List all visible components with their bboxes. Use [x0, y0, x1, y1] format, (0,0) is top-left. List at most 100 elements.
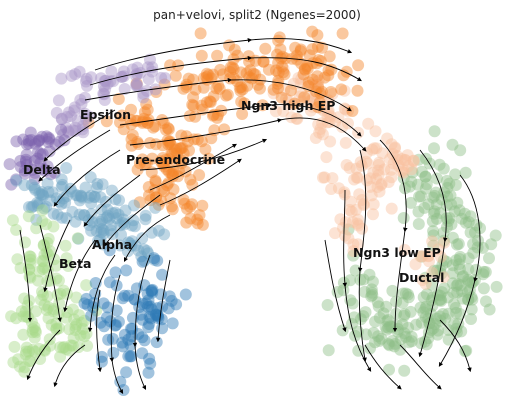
streamline	[139, 138, 268, 171]
cell-point	[450, 306, 463, 319]
cell-point	[97, 227, 110, 240]
cell-point	[140, 98, 153, 110]
streamline	[94, 37, 353, 71]
cell-point	[391, 153, 404, 166]
cell-point	[37, 162, 50, 175]
cell-point	[63, 344, 75, 357]
cell-point	[125, 103, 137, 116]
cell-point	[224, 66, 236, 78]
cell-point	[104, 315, 117, 328]
cell-point	[15, 305, 28, 318]
cell-point	[351, 213, 364, 226]
cell-point	[60, 121, 72, 134]
cell-point	[62, 260, 75, 272]
cell-point	[165, 146, 178, 159]
cell-point	[332, 111, 345, 124]
cell-point	[140, 297, 153, 310]
cell-point	[48, 253, 61, 266]
cell-point	[40, 130, 53, 143]
cell-point	[151, 309, 164, 322]
cell-point	[5, 178, 18, 191]
cell-point	[126, 129, 139, 142]
cell-point	[177, 147, 190, 160]
cell-point	[90, 304, 103, 317]
cell-point	[146, 65, 158, 78]
cell-point	[136, 116, 149, 129]
cell-point	[100, 115, 113, 128]
cell-point	[67, 332, 80, 344]
cell-point	[344, 195, 357, 208]
cell-point	[174, 142, 187, 155]
cell-point	[334, 213, 347, 226]
cell-point	[104, 224, 117, 237]
cell-point	[166, 168, 179, 180]
cell-point	[100, 211, 113, 224]
cell-point	[195, 135, 208, 148]
cell-point	[10, 223, 23, 236]
cell-point	[34, 293, 47, 306]
cell-points	[3, 25, 503, 396]
cell-point	[19, 305, 32, 318]
cell-point	[24, 250, 37, 263]
cell-point	[418, 201, 431, 214]
cell-point	[170, 298, 183, 311]
cell-point	[446, 259, 459, 272]
cell-point	[442, 215, 455, 228]
cell-point	[342, 223, 355, 236]
cell-point	[106, 184, 118, 197]
cell-point	[163, 165, 175, 178]
cell-point	[321, 299, 334, 311]
cell-point	[18, 292, 31, 305]
streamline	[438, 174, 481, 367]
cell-point	[47, 207, 60, 220]
cell-point	[114, 239, 127, 252]
cell-point	[33, 265, 46, 278]
cell-point	[82, 117, 95, 129]
cell-point	[127, 214, 140, 227]
cell-point	[42, 185, 55, 198]
cell-point	[53, 135, 66, 148]
cell-point	[401, 149, 414, 162]
cell-point	[440, 174, 453, 187]
cell-point	[30, 222, 43, 235]
cell-point	[36, 254, 49, 267]
cell-point	[138, 254, 151, 267]
cell-point	[115, 228, 127, 241]
cell-point	[131, 163, 144, 176]
cell-point	[79, 181, 92, 194]
cell-point	[109, 319, 122, 332]
cell-point	[62, 125, 75, 138]
cell-point	[397, 166, 410, 179]
cell-point	[157, 117, 170, 129]
cell-point	[430, 186, 442, 199]
cell-point	[453, 204, 466, 217]
cell-point	[130, 79, 143, 92]
cell-point	[165, 200, 178, 213]
cell-point	[33, 187, 46, 200]
cell-point	[155, 71, 168, 84]
cell-point	[164, 192, 177, 205]
cell-point	[43, 133, 56, 146]
cell-point	[226, 61, 239, 74]
cell-point	[412, 218, 425, 230]
cell-point	[66, 303, 79, 316]
cell-point	[443, 177, 456, 190]
cell-point	[50, 323, 63, 336]
cell-point	[375, 177, 388, 190]
cell-point	[361, 157, 374, 170]
cell-point	[201, 73, 214, 86]
cell-point	[139, 209, 152, 222]
cell-point	[205, 132, 218, 145]
cell-point	[166, 203, 179, 216]
cell-point	[413, 190, 426, 203]
cell-point	[332, 182, 345, 195]
cell-point	[137, 91, 150, 104]
cell-point	[194, 27, 207, 40]
cell-point	[119, 204, 132, 217]
cell-point	[42, 232, 55, 245]
cell-point	[197, 81, 210, 94]
cell-point	[149, 83, 162, 96]
cell-point	[51, 288, 64, 301]
cell-point	[443, 212, 456, 225]
